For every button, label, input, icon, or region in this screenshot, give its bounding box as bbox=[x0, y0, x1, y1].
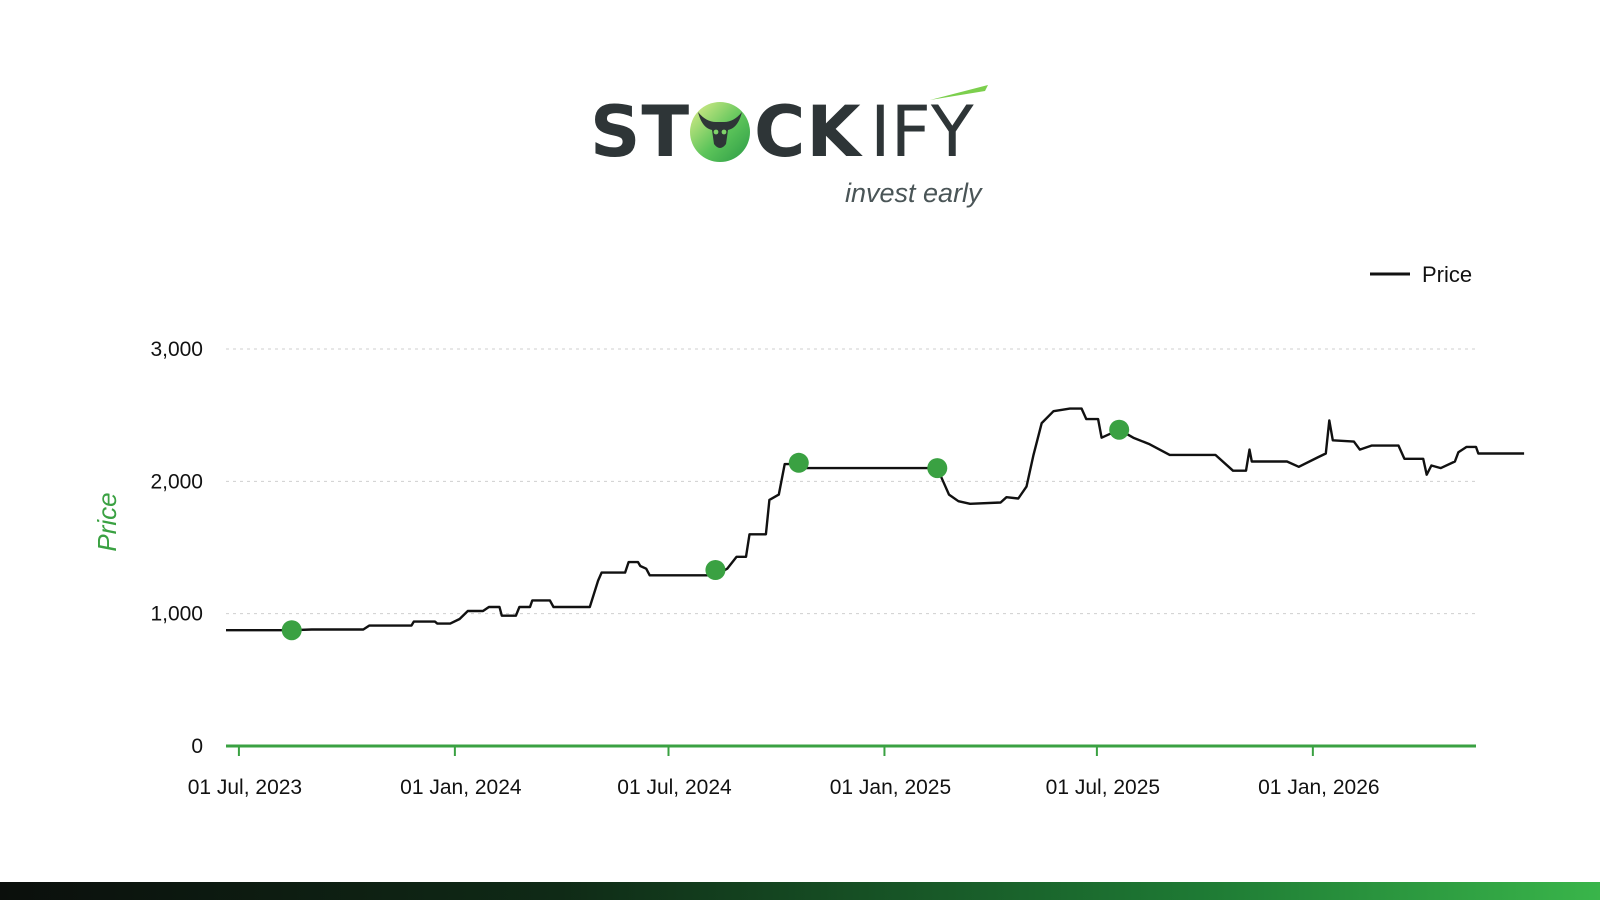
event-marker-dot bbox=[788, 452, 809, 473]
event-marker-dot bbox=[927, 458, 948, 479]
stockify-logo: ST CK IFY invest early bbox=[590, 85, 988, 208]
logo-tagline: invest early bbox=[845, 178, 983, 208]
x-tick-label: 01 Jul, 2025 bbox=[1046, 776, 1160, 799]
event-marker-dot bbox=[705, 559, 726, 580]
logo-text-st: ST bbox=[590, 91, 690, 173]
y-tick-label: 2,000 bbox=[150, 470, 203, 493]
x-axis-ticks: 01 Jul, 2023 01 Jan, 2024 01 Jul, 2024 01 J… bbox=[188, 746, 1380, 799]
y-tick-label: 1,000 bbox=[150, 603, 203, 626]
footer-gradient-bar bbox=[0, 882, 1600, 900]
y-tick-label: 3,000 bbox=[150, 338, 203, 361]
y-axis-ticks: 0 1,000 2,000 3,000 bbox=[150, 338, 203, 758]
x-tick-label: 01 Jan, 2026 bbox=[1258, 776, 1379, 799]
logo-text-ck: CK bbox=[754, 91, 863, 173]
bull-icon bbox=[690, 102, 750, 162]
gridlines bbox=[226, 348, 1476, 615]
y-axis-title: Price bbox=[92, 492, 122, 551]
arrow-swoosh-icon bbox=[930, 85, 988, 100]
legend-label-price: Price bbox=[1422, 262, 1472, 287]
legend: Price bbox=[1370, 262, 1472, 287]
x-tick-label: 01 Jul, 2023 bbox=[188, 776, 302, 799]
y-tick-label: 0 bbox=[191, 735, 203, 758]
x-tick-label: 01 Jan, 2025 bbox=[830, 776, 951, 799]
event-markers bbox=[281, 419, 1130, 641]
x-tick-label: 01 Jul, 2024 bbox=[617, 776, 732, 799]
x-tick-label: 01 Jan, 2024 bbox=[400, 776, 522, 799]
logo-text-ify: IFY bbox=[870, 91, 974, 173]
price-series-line bbox=[226, 407, 1525, 632]
price-chart: 0 1,000 2,000 3,000 01 Jul, 2023 01 Jan, 202… bbox=[92, 262, 1525, 799]
event-marker-dot bbox=[281, 620, 302, 641]
event-marker-dot bbox=[1109, 419, 1130, 440]
